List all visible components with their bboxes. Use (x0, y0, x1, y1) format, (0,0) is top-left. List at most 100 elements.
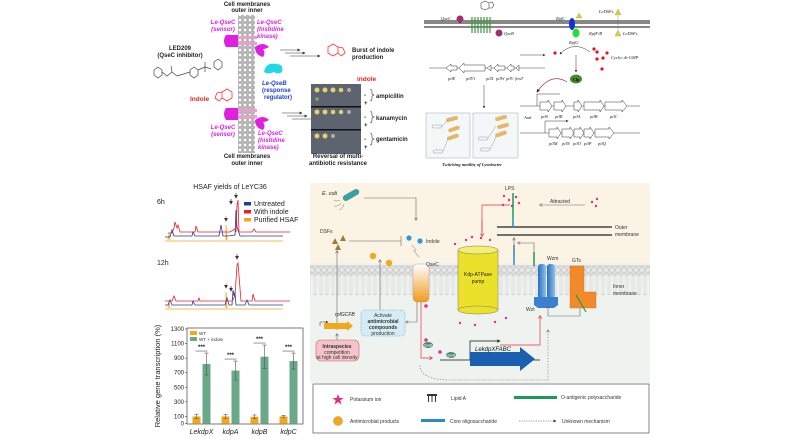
regulator-sub2: regulator) (264, 95, 292, 101)
bar-wt-kdpb (250, 416, 259, 424)
qsec-activate-arrow (406, 302, 418, 322)
brackets (369, 88, 375, 146)
svg-text:pilQ: pilQ (597, 141, 607, 146)
qsec-protein-icon (412, 263, 430, 303)
indole-product-icon (327, 43, 346, 57)
cell-membrane-bilayer (238, 15, 255, 153)
led209-sub: (QseC inhibitor) (157, 53, 202, 59)
indole-dot-icon (406, 235, 412, 241)
svg-text:pilA: pilA (572, 114, 581, 119)
antibiotic-ampicillin: ampicillin (376, 94, 404, 100)
rpfc-label: RpfC (555, 16, 566, 21)
inner-membrane-label: Inner (613, 284, 625, 290)
legend-swatch-indole (244, 210, 251, 214)
qseb-icon-1 (423, 342, 433, 348)
regulator-sub1: (response (262, 88, 291, 94)
label-12h: 12h (157, 260, 169, 267)
dsf-triangle-icon (614, 29, 622, 37)
legend-indole: With indole (254, 209, 289, 216)
wzt-label: Wzt (526, 307, 535, 313)
sensor-bottom-sub: (sensor) (211, 132, 235, 138)
rpf-gene-arrow (324, 321, 353, 331)
hsaf-legend: Untreated With indole Purified HSAF (244, 201, 298, 224)
significance-label: *** (227, 353, 235, 359)
operon-label: LekdpXFABC (475, 347, 512, 353)
ecoli-flagella (333, 199, 345, 211)
panel-d-model: Outer membrane Inner membrane E. coli DS… (310, 183, 650, 383)
wzm-wzt-transporter-icon (534, 264, 558, 308)
qsec-receptor-bottom (224, 108, 269, 130)
svg-text:pilN: pilN (561, 141, 571, 146)
dsfs-label: DSFs (320, 229, 333, 235)
dsf-triangle-icon (614, 8, 622, 16)
activate-antimicrobial-box (360, 309, 406, 337)
sign: - (364, 115, 366, 121)
rpfg-icon (572, 28, 580, 38)
kinase-top-label: Le-QseC (257, 20, 282, 26)
panel-d-legend: Potassium ion Lipid A O-antigenic polysa… (312, 383, 650, 434)
y-tick-label: 1300 (171, 327, 185, 333)
svg-text:pilE: pilE (447, 76, 456, 81)
inner-membrane-sub: membrane (613, 291, 637, 297)
phosphate-icon (424, 338, 428, 342)
activate-sub2: compounds (369, 325, 398, 331)
y-tick-label: 0 (181, 422, 185, 428)
activate-label: Activate (374, 313, 392, 319)
antimicrobial-dot-icon (369, 252, 377, 260)
cyclic-di-gmp-dots (553, 47, 609, 71)
outer-membrane-label: Outer (615, 225, 628, 231)
outer-membrane (497, 226, 612, 236)
membrane-top-label: Cell membranes (224, 2, 271, 8)
phosphate-icon (424, 304, 428, 308)
ecoli-icon (342, 189, 360, 201)
chromatogram-peak-markers (224, 193, 238, 222)
chromatogram-6h (165, 199, 290, 242)
error-bar (281, 415, 286, 418)
bar-chart-gene-transcription: Relative gene transcription (%) 0 100 300 5… (153, 324, 304, 436)
twitching-caption: Twitching motility of Lysobacter (442, 162, 502, 167)
error-bar (252, 414, 257, 419)
x-tick-label: kdpC (280, 429, 297, 436)
error-bar (233, 360, 238, 381)
degradation-arrow (559, 46, 591, 55)
x-tick-label: kdpA (223, 429, 239, 436)
sensor-top-label: Le-QseC (211, 20, 236, 26)
clp-icon (570, 74, 582, 84)
rpfg-label: RpfG (568, 40, 579, 45)
svg-text:pilB: pilB (589, 114, 598, 119)
legend-wt-indole: WT + indole (199, 337, 224, 342)
qseb-label: QseB (504, 31, 514, 36)
potassium-ion-icon (332, 394, 344, 405)
sign: + (364, 123, 368, 129)
svg-text:pilC: pilC (609, 114, 619, 119)
gene-arrows-right (539, 99, 628, 140)
qsec-domain-icon (456, 15, 464, 23)
chromatogram-12h (165, 254, 290, 310)
hsaf-title: HSAF yields of LeYC36 (193, 184, 267, 191)
kinase-bottom-sub2: kinase) (258, 145, 279, 151)
svg-text:pilW: pilW (495, 76, 506, 81)
qseb-protein-icon (264, 63, 283, 74)
gene-arrows-left (445, 62, 520, 74)
intraspecies-box (315, 339, 360, 362)
svg-text:pilV: pilV (505, 76, 515, 81)
legend-swatch-wt (190, 331, 197, 335)
antimicrobial-product-icon (333, 416, 343, 426)
antibiotic-plate-image (311, 84, 361, 154)
legend-core: Core oligosaccharide (450, 419, 497, 425)
activate-sub1: antimicrobial (367, 319, 399, 325)
reversal-sub: antibiotic resistance (309, 161, 368, 167)
error-bar (291, 352, 296, 370)
kinase-top-sub1: (histidine (257, 27, 284, 33)
bar-wt-kdpc (279, 416, 288, 424)
label-6h: 6h (157, 199, 165, 206)
y-axis-label: Relative gene transcription (%) (153, 324, 162, 427)
ledsf-bottom-label: LeDSFs (622, 31, 638, 36)
legend-swatch-hsaf (244, 218, 251, 222)
promoter-arrows (536, 93, 568, 133)
led209-structure-icon (153, 58, 223, 79)
qsec-label-d: QseC (426, 262, 439, 268)
sign: + (364, 145, 368, 151)
burst-label: Burst of indole (352, 48, 395, 54)
and-label: And (523, 115, 532, 120)
